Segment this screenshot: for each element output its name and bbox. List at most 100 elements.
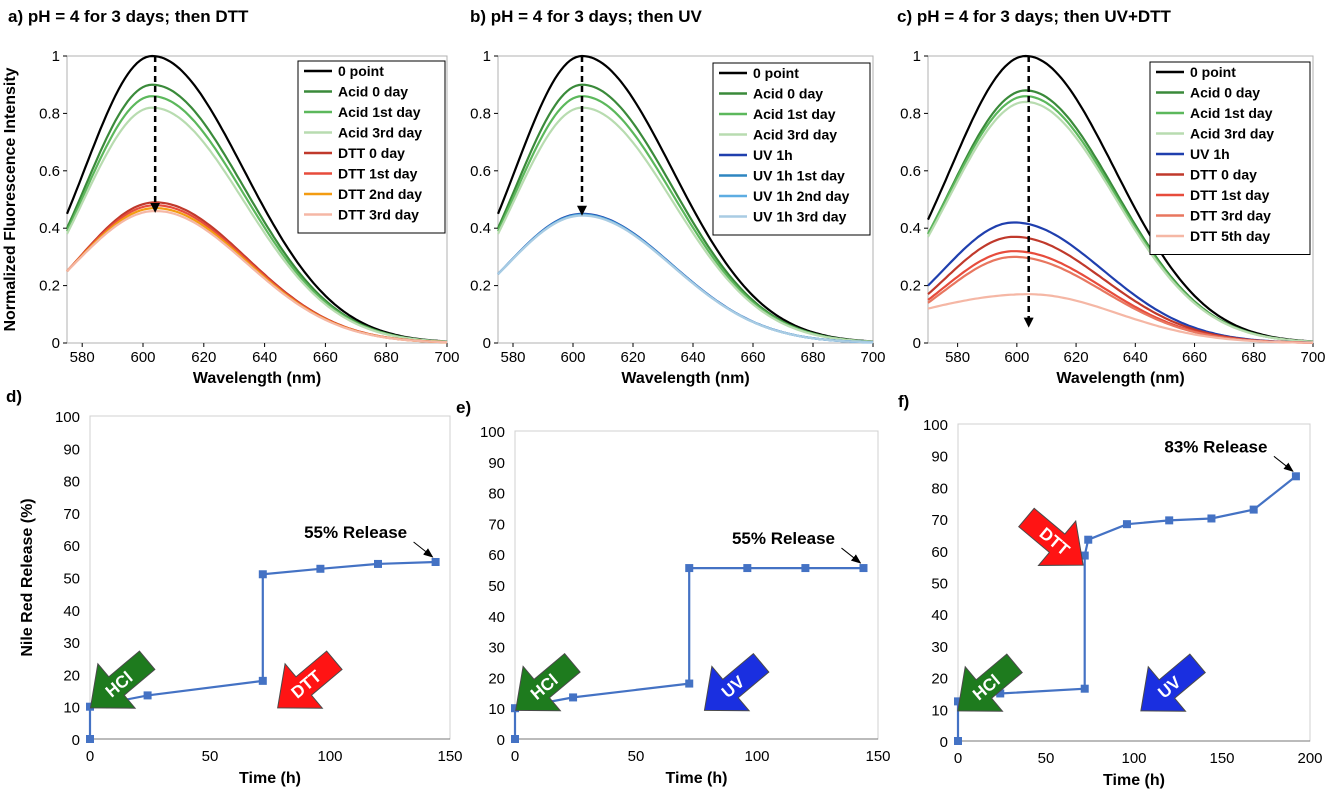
y-tick-label: 50	[931, 576, 948, 593]
legend-label: UV 1h	[753, 147, 793, 163]
callout-arrow: DTT	[277, 650, 343, 709]
data-point	[954, 697, 962, 706]
series-line	[927, 100, 1314, 343]
legend-label: Acid 0 day	[338, 84, 408, 100]
panel-title: a) pH = 4 for 3 days; then DTT	[8, 7, 249, 26]
data-point	[1080, 551, 1089, 560]
y-tick-label: 0.6	[900, 163, 921, 180]
y-tick-label: 0	[52, 335, 60, 352]
callout-arrow-shape	[1018, 507, 1084, 566]
x-tick-label: 200	[1297, 750, 1322, 767]
callout-arrow: UV	[703, 652, 770, 712]
y-tick-label: 1	[913, 48, 921, 65]
legend-label: Acid 3rd day	[1190, 126, 1274, 142]
callout-arrow: HCl	[89, 650, 156, 709]
y-tick-label: 0.8	[470, 105, 491, 122]
y-tick-label: 10	[488, 701, 505, 718]
x-tick-label: 50	[202, 748, 219, 765]
callout-arrow-shape	[89, 650, 156, 709]
y-tick-label: 0.2	[39, 278, 60, 295]
data-point	[1084, 535, 1093, 544]
x-tick-label: 150	[437, 748, 462, 765]
callout-arrow-shape	[957, 653, 1023, 712]
y-tick-label: 0	[497, 732, 505, 749]
x-tick-label: 0	[954, 750, 962, 767]
legend-box	[1149, 61, 1311, 255]
x-tick-label: 150	[1209, 750, 1234, 767]
x-tick-label: 0	[86, 748, 94, 765]
y-axis-label: Nile Red Release (%)	[19, 498, 36, 656]
x-tick-label: 680	[1241, 349, 1266, 366]
legend-label: DTT 3rd day	[1190, 208, 1271, 224]
x-tick-label: 580	[500, 349, 525, 366]
y-tick-label: 20	[931, 671, 948, 688]
callout-arrow-shape	[515, 652, 581, 712]
y-tick-label: 0	[483, 335, 491, 352]
y-tick-label: 30	[488, 640, 505, 657]
x-tick-label: 100	[1121, 750, 1146, 767]
legend-label: DTT 0 day	[1190, 167, 1257, 183]
y-tick-label: 100	[923, 417, 948, 434]
data-point	[1249, 505, 1258, 514]
x-tick-label: 640	[680, 349, 705, 366]
y-tick-label: 0	[72, 732, 80, 749]
y-tick-label: 10	[63, 700, 80, 717]
y-tick-label: 0.8	[39, 105, 60, 122]
data-point	[859, 564, 868, 573]
x-tick-label: 50	[628, 748, 645, 765]
y-tick-label: 100	[55, 409, 80, 426]
legend-label: Acid 1st day	[753, 106, 836, 122]
x-tick-label: 580	[70, 349, 95, 366]
y-tick-label: 70	[488, 516, 505, 533]
x-tick-label: 150	[865, 748, 890, 765]
x-tick-label: 680	[800, 349, 825, 366]
series-line	[927, 54, 1314, 343]
legend-label: DTT 0 day	[338, 145, 405, 161]
panel-d: d) 0 50 100 150 0 10 20 30 40 50 60 70 80 90 100 Time (h…	[6, 387, 463, 787]
x-axis-label: Wavelength (nm)	[193, 370, 321, 387]
y-tick-label: 20	[488, 670, 505, 687]
x-tick-label: 100	[744, 748, 769, 765]
data-point	[143, 691, 152, 700]
legend: 0 point Acid 0 day Acid 1st day Acid 3rd da…	[1149, 61, 1311, 255]
x-tick-label: 620	[191, 349, 216, 366]
x-axis-label: Time (h)	[666, 770, 728, 787]
x-tick-label: 640	[252, 349, 277, 366]
y-tick-label: 0.6	[470, 163, 491, 180]
panel-f: f) 0 50 100 150 200 0 10 20 30 40 50 60 70 80 90 100 Time…	[898, 392, 1323, 789]
data-point	[685, 679, 694, 688]
x-tick-label: 100	[317, 748, 342, 765]
y-tick-label: 10	[931, 702, 948, 719]
data-point	[511, 704, 519, 713]
panel-c: c) pH = 4 for 3 days; then UV+DTT 580 600 6…	[897, 7, 1325, 387]
data-point	[258, 676, 267, 685]
y-tick-label: 0.4	[470, 220, 491, 237]
x-tick-label: 620	[620, 349, 645, 366]
y-tick-label: 0.8	[900, 105, 921, 122]
data-point	[258, 570, 267, 579]
y-tick-label: 90	[488, 455, 505, 472]
legend-label: 0 point	[753, 65, 799, 81]
series-line	[513, 567, 864, 739]
legend-label: UV 1h	[1190, 146, 1230, 162]
series-line	[66, 106, 448, 343]
plot-frame	[927, 55, 1314, 344]
legend-label: 0 point	[338, 63, 384, 79]
x-tick-label: 620	[1064, 349, 1089, 366]
y-tick-label: 100	[480, 424, 505, 441]
data-point	[86, 735, 94, 743]
x-tick-label: 50	[1038, 750, 1055, 767]
panel-title: d)	[6, 387, 22, 406]
panel-b: b) pH = 4 for 3 days; then UV 580 600 620 64…	[470, 7, 886, 387]
annotation-text: 55% Release	[732, 529, 835, 548]
y-tick-label: 0.4	[39, 220, 60, 237]
y-tick-label: 60	[488, 547, 505, 564]
panel-title: c) pH = 4 for 3 days; then UV+DTT	[897, 7, 1172, 26]
x-tick-label: 700	[434, 349, 459, 366]
x-tick-label: 580	[945, 349, 970, 366]
data-point	[954, 737, 962, 745]
callout-arrow: UV	[1140, 653, 1206, 712]
legend-label: UV 1h 2nd day	[753, 188, 850, 204]
x-tick-label: 600	[130, 349, 155, 366]
data-point	[1207, 514, 1216, 523]
